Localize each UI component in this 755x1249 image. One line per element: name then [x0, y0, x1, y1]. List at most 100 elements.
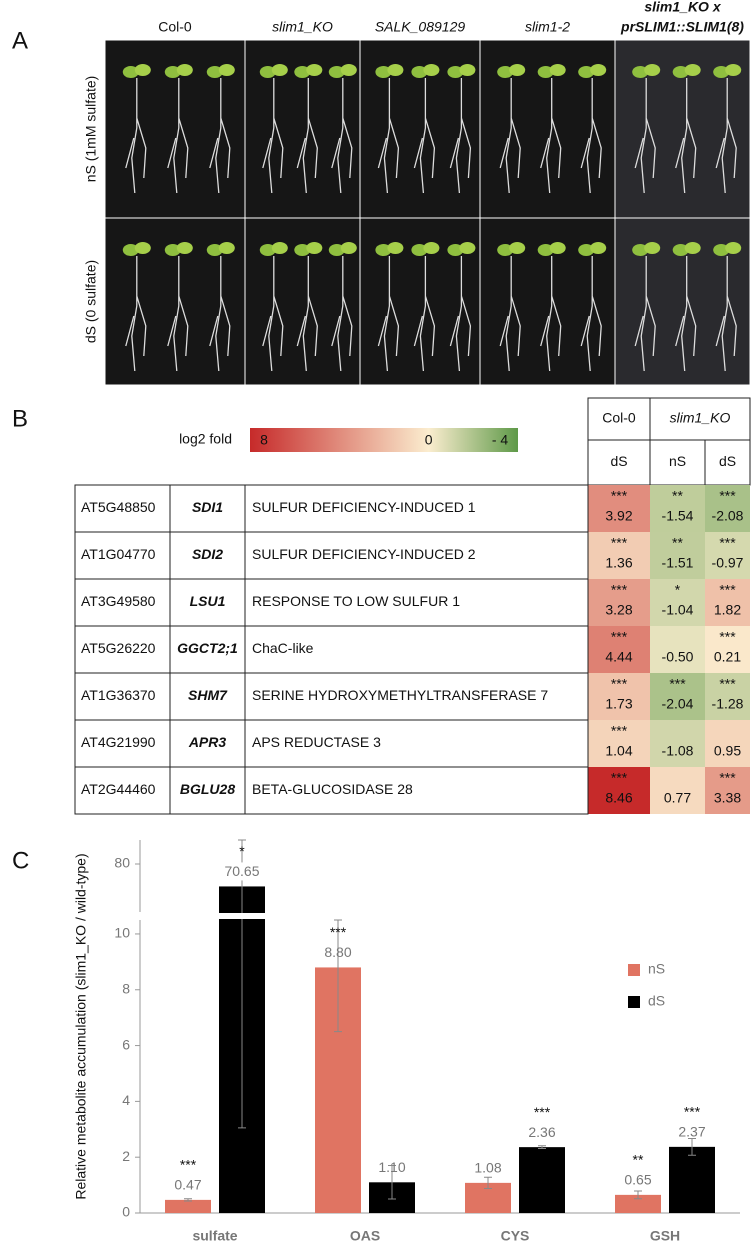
- x-tick-label: CYS: [501, 1228, 530, 1244]
- heat-cell: [705, 485, 750, 532]
- x-tick-label: GSH: [650, 1228, 680, 1244]
- condition-label: nS: [669, 453, 686, 469]
- y-tick-label: 6: [122, 1036, 130, 1052]
- heat-cell: [650, 626, 705, 673]
- data-label: 0.47: [174, 1177, 201, 1193]
- data-label: 70.65: [224, 863, 259, 879]
- significance: ***: [180, 1157, 197, 1173]
- heat-cell: [588, 579, 650, 626]
- condition-label: dS: [610, 453, 627, 469]
- cell-value: -1.28: [712, 696, 744, 712]
- colorbar-tick-label: 0: [425, 432, 433, 448]
- x-tick-label: OAS: [350, 1228, 380, 1244]
- significance: ***: [719, 676, 736, 692]
- group-label: slim1_KO: [670, 410, 731, 426]
- legend-swatch: [628, 996, 640, 1008]
- legend-swatch: [628, 964, 640, 976]
- heat-cell: [588, 532, 650, 579]
- heat-cell: [588, 767, 650, 814]
- panel-label: A: [12, 27, 28, 54]
- gene-symbol: BGLU28: [180, 781, 235, 797]
- heat-cell: [588, 485, 650, 532]
- gene-description: SULFUR DEFICIENCY-INDUCED 2: [252, 546, 476, 562]
- cell-value: 1.36: [605, 555, 632, 571]
- significance: ***: [611, 723, 628, 739]
- error-bar: [238, 839, 246, 1129]
- cell-value: -1.08: [662, 743, 694, 759]
- cell-value: -1.51: [662, 555, 694, 571]
- heat-cell: [650, 532, 705, 579]
- heat-cell: [650, 767, 705, 814]
- cell-value: 1.73: [605, 696, 632, 712]
- gene-id: AT3G49580: [81, 593, 156, 609]
- error-bar: [184, 1198, 192, 1202]
- gene-description: APS REDUCTASE 3: [252, 734, 381, 750]
- gene-symbol: APR3: [188, 734, 227, 750]
- group-label: Col-0: [602, 410, 636, 426]
- significance: ***: [669, 676, 686, 692]
- cell-value: -0.50: [662, 649, 694, 665]
- heat-cell: [705, 720, 750, 767]
- heat-cell: [650, 579, 705, 626]
- genotype-label: prSLIM1::SLIM1(8): [620, 19, 744, 35]
- y-axis-title: Relative metabolite accumulation (slim1_…: [73, 853, 89, 1199]
- colorbar-tick-label: - 4: [492, 432, 509, 448]
- significance: ***: [611, 676, 628, 692]
- gene-symbol: GGCT2;1: [177, 640, 238, 656]
- cell-value: 0.21: [714, 649, 741, 665]
- data-label: 2.37: [678, 1124, 705, 1140]
- heat-cell: [705, 579, 750, 626]
- y-tick-label: 4: [122, 1092, 130, 1108]
- significance: ***: [719, 770, 736, 786]
- cell-value: -1.04: [662, 602, 694, 618]
- heat-cell: [650, 485, 705, 532]
- bar: [615, 1194, 661, 1213]
- error-bar: [538, 1145, 546, 1150]
- gene-id: AT1G36370: [81, 687, 156, 703]
- significance: **: [672, 488, 683, 504]
- gene-description: ChaC-like: [252, 640, 314, 656]
- data-label: 1.08: [474, 1160, 501, 1176]
- cell-value: -2.08: [712, 508, 744, 524]
- y-tick-label: 80: [114, 855, 130, 871]
- significance: ***: [611, 535, 628, 551]
- legend-label: dS: [648, 993, 665, 1009]
- heat-cell: [705, 673, 750, 720]
- data-label: 0.65: [624, 1172, 651, 1188]
- cell-value: 3.38: [714, 790, 741, 806]
- significance: ***: [611, 582, 628, 598]
- genotype-label: slim1_KO: [272, 19, 333, 35]
- heat-cell: [705, 767, 750, 814]
- significance: ***: [611, 629, 628, 645]
- legend-title: log2 fold: [179, 431, 232, 447]
- condition-label: dS (0 sulfate): [83, 260, 99, 343]
- gene-id: AT2G44460: [81, 781, 156, 797]
- heatmap-table: log2 fold 8 0 - 4 Col-0 slim1_KO dS nS dS AT5G488…: [74, 397, 751, 815]
- cell-value: 1.82: [714, 602, 741, 618]
- gene-symbol: SDI1: [192, 499, 223, 515]
- y-tick-label: 2: [122, 1148, 130, 1164]
- significance: ***: [719, 629, 736, 645]
- heat-cell: [588, 673, 650, 720]
- gene-id: AT5G26220: [81, 640, 156, 656]
- data-label: 2.36: [528, 1124, 555, 1140]
- error-bar: [334, 919, 342, 1033]
- y-tick-label: 10: [114, 925, 130, 941]
- cell-value: -0.97: [712, 555, 744, 571]
- gene-id: AT5G48850: [81, 499, 156, 515]
- significance: ***: [330, 924, 347, 940]
- gene-id: AT4G21990: [81, 734, 156, 750]
- gene-description: BETA-GLUCOSIDASE 28: [252, 781, 413, 797]
- error-bar: [388, 1165, 396, 1200]
- genotype-label: Col-0: [158, 19, 192, 35]
- colorbar-tick-label: 8: [260, 432, 268, 448]
- axis-break: [138, 913, 738, 919]
- significance: ***: [611, 770, 628, 786]
- data-label: 1.10: [378, 1159, 405, 1175]
- significance: ***: [534, 1104, 551, 1120]
- heat-cell: [705, 532, 750, 579]
- panel-label: B: [12, 405, 28, 432]
- bar: [519, 1147, 565, 1213]
- heat-cell: [705, 626, 750, 673]
- heat-cell: [650, 673, 705, 720]
